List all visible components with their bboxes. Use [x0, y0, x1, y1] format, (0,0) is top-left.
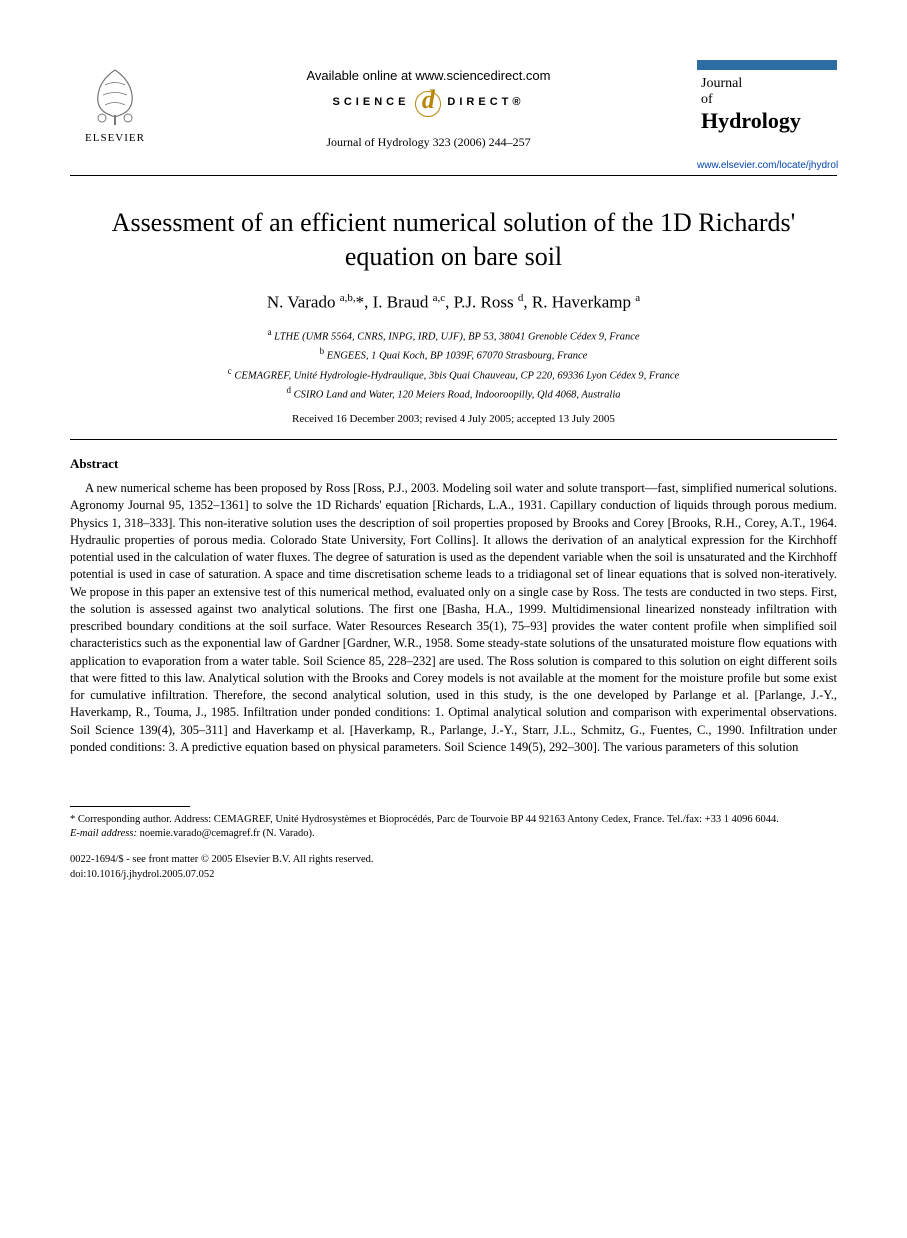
doi-text: doi:10.1016/j.jhydrol.2005.07.052 [70, 868, 837, 882]
header-rule [70, 175, 837, 176]
email-label: E-mail address: [70, 828, 137, 839]
abstract-heading: Abstract [70, 456, 837, 472]
publisher-block: ELSEVIER [70, 60, 160, 144]
article-dates: Received 16 December 2003; revised 4 Jul… [70, 413, 837, 425]
journal-url[interactable]: www.elsevier.com/locate/jhydrol [697, 160, 837, 171]
journal-citation: Journal of Hydrology 323 (2006) 244–257 [160, 135, 697, 150]
sd-left: SCIENCE [333, 96, 410, 108]
journal-word-1: Journal [701, 76, 833, 92]
header-center: Available online at www.sciencedirect.co… [160, 60, 697, 150]
footnote-separator [70, 806, 190, 807]
author-list: N. Varado a,b,*, I. Braud a,c, P.J. Ross… [70, 292, 837, 313]
journal-word-2: of [701, 92, 833, 108]
journal-word-3: Hydrology [701, 108, 833, 134]
elsevier-tree-icon [80, 60, 150, 130]
copyright-block: 0022-1694/$ - see front matter © 2005 El… [70, 853, 837, 881]
sd-right: DIRECT® [447, 96, 524, 108]
affiliation-line: a LTHE (UMR 5564, CNRS, INPG, IRD, UJF),… [70, 326, 837, 345]
article-title: Assessment of an efficient numerical sol… [110, 206, 797, 274]
affiliation-line: b ENGEES, 1 Quai Koch, BP 1039F, 67070 S… [70, 345, 837, 364]
sciencedirect-logo: SCIENCE d DIRECT® [333, 89, 525, 115]
sd-d-icon: d [415, 91, 441, 117]
page-header: ELSEVIER Available online at www.science… [70, 60, 837, 171]
copyright-text: 0022-1694/$ - see front matter © 2005 El… [70, 853, 837, 867]
corresponding-author: * Corresponding author. Address: CEMAGRE… [70, 813, 837, 827]
publisher-name: ELSEVIER [85, 132, 145, 144]
available-online-text: Available online at www.sciencedirect.co… [160, 68, 697, 83]
footnotes-block: * Corresponding author. Address: CEMAGRE… [70, 813, 837, 841]
journal-block: Journal of Hydrology www.elsevier.com/lo… [697, 60, 837, 171]
affiliations-block: a LTHE (UMR 5564, CNRS, INPG, IRD, UJF),… [70, 326, 837, 403]
abstract-top-rule [70, 439, 837, 440]
affiliation-line: c CEMAGREF, Unité Hydrologie-Hydraulique… [70, 365, 837, 384]
email-value: noemie.varado@cemagref.fr (N. Varado). [140, 828, 315, 839]
abstract-body: A new numerical scheme has been proposed… [70, 480, 837, 756]
journal-cover: Journal of Hydrology [697, 60, 837, 154]
email-line: E-mail address: noemie.varado@cemagref.f… [70, 827, 837, 841]
affiliation-line: d CSIRO Land and Water, 120 Meiers Road,… [70, 384, 837, 403]
